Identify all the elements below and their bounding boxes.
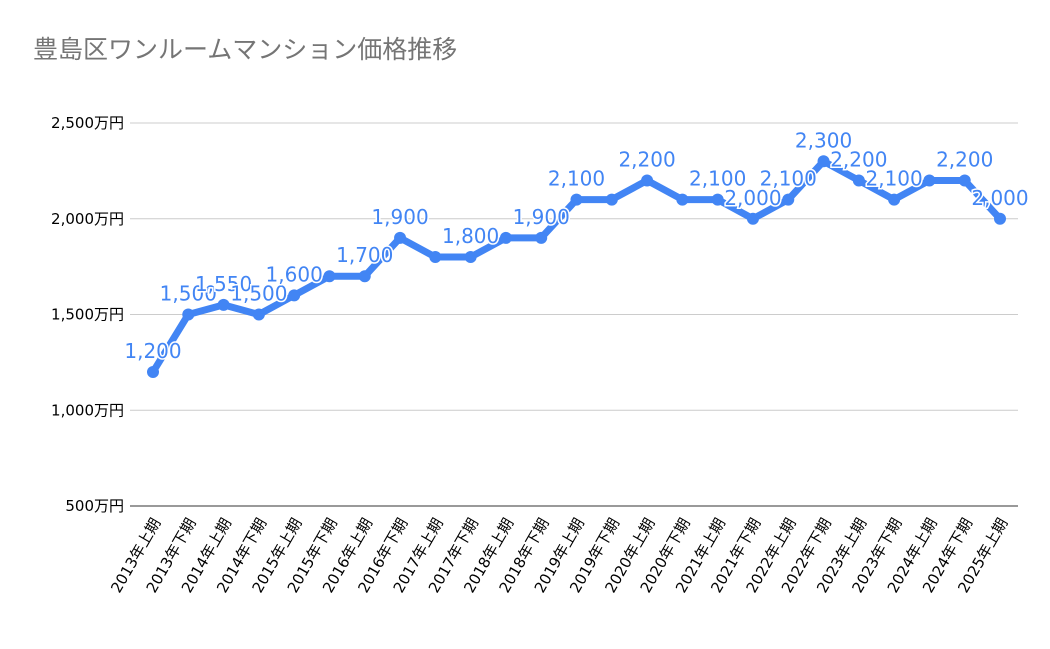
data-point	[464, 251, 477, 264]
chart-title: 豊島区ワンルームマンション価格推移	[33, 35, 458, 64]
data-label: 2,000	[724, 186, 781, 210]
data-point	[535, 231, 548, 244]
data-point	[782, 193, 795, 206]
data-label: 1,600	[266, 262, 323, 286]
data-point	[711, 193, 724, 206]
data-point	[358, 270, 371, 283]
data-point	[923, 174, 936, 187]
data-point	[147, 365, 159, 378]
data-label: 2,200	[936, 147, 993, 171]
data-label: 2,100	[548, 167, 605, 191]
data-point	[499, 231, 512, 244]
data-label: 2,100	[689, 167, 746, 191]
data-label: 1,200	[124, 339, 181, 363]
data-label: 2,200	[830, 147, 887, 171]
data-label: 2,000	[971, 186, 1028, 210]
data-label: 1,500	[230, 282, 287, 306]
data-label: 2,300	[795, 128, 852, 152]
y-tick-label: 1,000万円	[51, 401, 124, 419]
data-point	[429, 251, 442, 264]
data-point	[252, 308, 265, 321]
data-point	[994, 212, 1006, 225]
data-point	[605, 193, 618, 206]
data-point	[217, 298, 230, 311]
data-point	[570, 193, 583, 206]
data-point	[817, 155, 830, 168]
data-point	[182, 308, 195, 321]
data-point	[323, 270, 336, 283]
data-label: 1,700	[336, 243, 393, 267]
data-label: 1,800	[442, 224, 499, 248]
data-point	[746, 212, 759, 225]
data-label: 2,100	[865, 167, 922, 191]
data-point	[888, 193, 901, 206]
data-label: 2,100	[760, 167, 817, 191]
data-label: 1,500	[160, 282, 217, 306]
y-tick-label: 1,500万円	[51, 306, 124, 324]
data-point	[852, 174, 865, 187]
data-point	[676, 193, 689, 206]
data-point	[288, 289, 301, 302]
data-point	[958, 174, 971, 187]
y-tick-label: 2,500万円	[51, 114, 124, 132]
data-label: 2,200	[618, 147, 675, 171]
data-point	[394, 231, 407, 244]
data-label: 1,550	[195, 272, 252, 296]
data-label: 1,900	[371, 205, 428, 229]
y-tick-label: 500万円	[65, 497, 124, 515]
y-tick-label: 2,000万円	[51, 210, 124, 228]
data-point	[641, 174, 654, 187]
data-label: 1,900	[513, 205, 570, 229]
